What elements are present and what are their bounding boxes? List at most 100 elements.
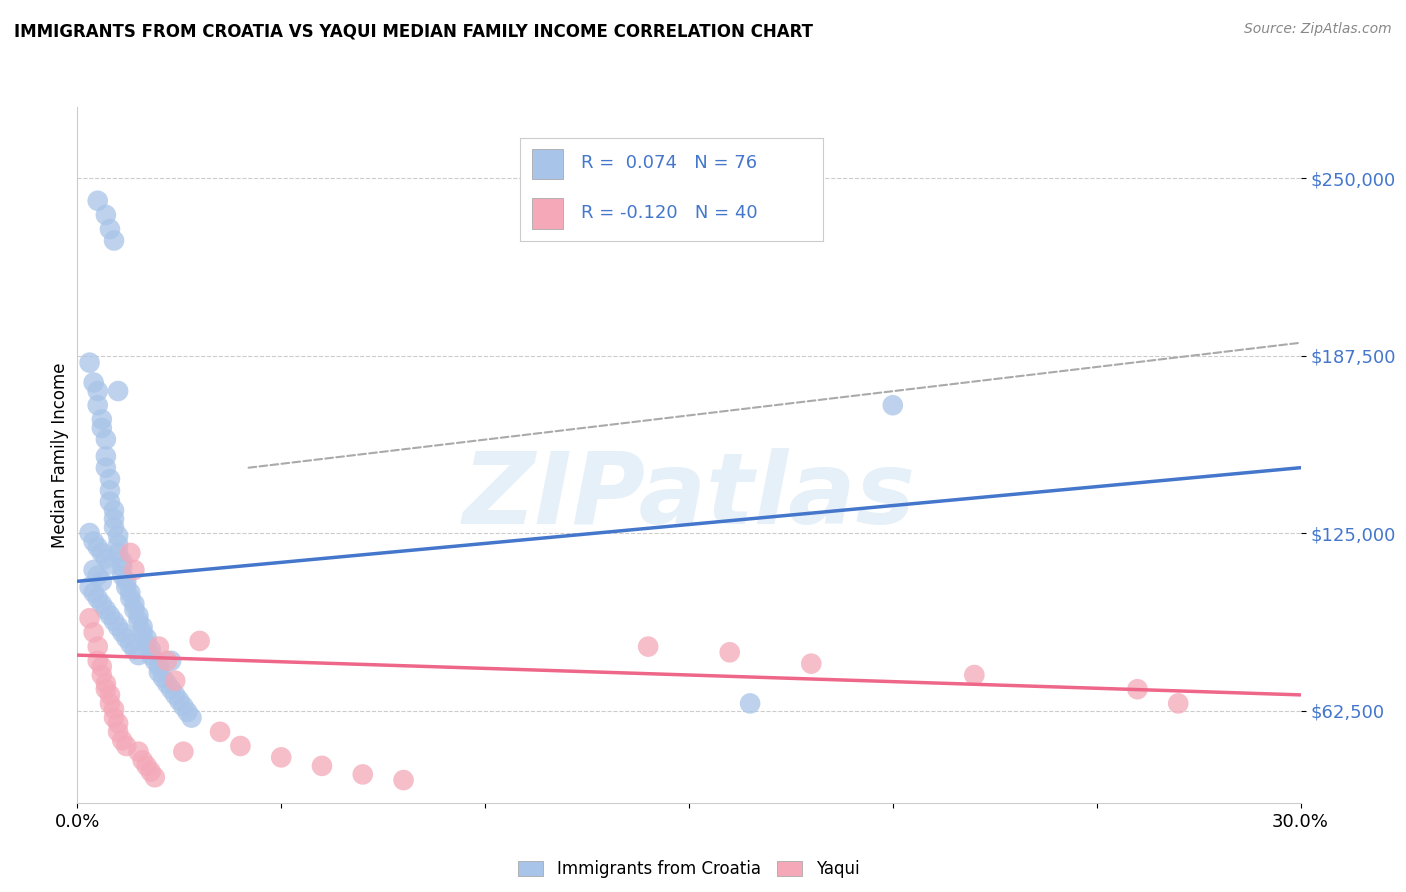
Point	[139, 648, 162, 662]
Point	[148, 659, 170, 673]
Point	[135, 759, 157, 773]
Point	[79, 611, 101, 625]
Text: IMMIGRANTS FROM CROATIA VS YAQUI MEDIAN FAMILY INCOME CORRELATION CHART: IMMIGRANTS FROM CROATIA VS YAQUI MEDIAN …	[14, 22, 813, 40]
Point	[131, 625, 153, 640]
Point	[120, 585, 142, 599]
Point	[111, 554, 134, 568]
Point	[90, 668, 112, 682]
Point	[188, 634, 211, 648]
Point	[94, 676, 117, 690]
Point	[311, 759, 333, 773]
Point	[98, 222, 121, 236]
Point	[139, 642, 162, 657]
Point	[135, 637, 157, 651]
Point	[90, 574, 112, 589]
Point	[882, 398, 904, 412]
Point	[83, 376, 105, 390]
Point	[115, 631, 138, 645]
Point	[127, 608, 149, 623]
Point	[127, 745, 149, 759]
Point	[229, 739, 252, 753]
Point	[98, 558, 121, 572]
Point	[131, 620, 153, 634]
Point	[143, 654, 166, 668]
Point	[111, 733, 134, 747]
Point	[127, 648, 149, 662]
Legend: Immigrants from Croatia, Yaqui: Immigrants from Croatia, Yaqui	[512, 854, 866, 885]
Point	[176, 705, 198, 719]
Point	[90, 659, 112, 673]
Point	[87, 640, 110, 654]
Point	[107, 620, 129, 634]
Point	[83, 585, 105, 599]
Point	[107, 384, 129, 398]
Point	[98, 483, 121, 498]
Point	[152, 671, 174, 685]
Point	[83, 563, 105, 577]
Point	[111, 560, 134, 574]
Point	[98, 688, 121, 702]
Bar	[533, 198, 562, 228]
Point	[135, 631, 157, 645]
Text: R = -0.120   N = 40: R = -0.120 N = 40	[581, 203, 758, 221]
Point	[103, 512, 125, 526]
Point	[352, 767, 374, 781]
Point	[124, 642, 146, 657]
Point	[90, 546, 112, 560]
Text: ZIPatlas: ZIPatlas	[463, 448, 915, 545]
Point	[98, 608, 121, 623]
Point	[172, 745, 194, 759]
Point	[270, 750, 292, 764]
Point	[107, 537, 129, 551]
Point	[79, 526, 101, 541]
Point	[103, 503, 125, 517]
Point	[800, 657, 823, 671]
Point	[160, 682, 183, 697]
Point	[131, 753, 153, 767]
Bar	[533, 149, 562, 179]
Point	[87, 194, 110, 208]
Point	[103, 520, 125, 534]
Point	[156, 654, 179, 668]
Point	[107, 724, 129, 739]
Point	[172, 699, 194, 714]
Point	[120, 637, 142, 651]
Point	[90, 597, 112, 611]
Point	[103, 234, 125, 248]
Point	[94, 450, 117, 464]
Point	[120, 591, 142, 606]
Point	[111, 625, 134, 640]
Point	[103, 702, 125, 716]
Point	[169, 693, 191, 707]
Point	[127, 614, 149, 628]
Point	[1167, 697, 1189, 711]
Text: R =  0.074   N = 76: R = 0.074 N = 76	[581, 154, 756, 172]
Point	[107, 546, 129, 560]
Point	[124, 597, 146, 611]
Point	[180, 710, 202, 724]
Point	[143, 770, 166, 784]
Y-axis label: Median Family Income: Median Family Income	[51, 362, 69, 548]
Point	[107, 716, 129, 731]
Point	[87, 540, 110, 554]
Point	[148, 665, 170, 680]
Point	[148, 640, 170, 654]
Point	[740, 697, 762, 711]
Point	[115, 574, 138, 589]
Point	[87, 568, 110, 582]
Point	[87, 591, 110, 606]
Point	[87, 654, 110, 668]
Point	[120, 546, 142, 560]
Point	[94, 460, 117, 475]
Point	[718, 645, 741, 659]
Point	[124, 603, 146, 617]
Point	[111, 568, 134, 582]
Point	[98, 495, 121, 509]
Text: Source: ZipAtlas.com: Source: ZipAtlas.com	[1244, 22, 1392, 37]
Point	[83, 625, 105, 640]
Point	[139, 764, 162, 779]
Point	[165, 688, 187, 702]
Point	[160, 654, 183, 668]
Point	[94, 682, 117, 697]
Point	[115, 580, 138, 594]
